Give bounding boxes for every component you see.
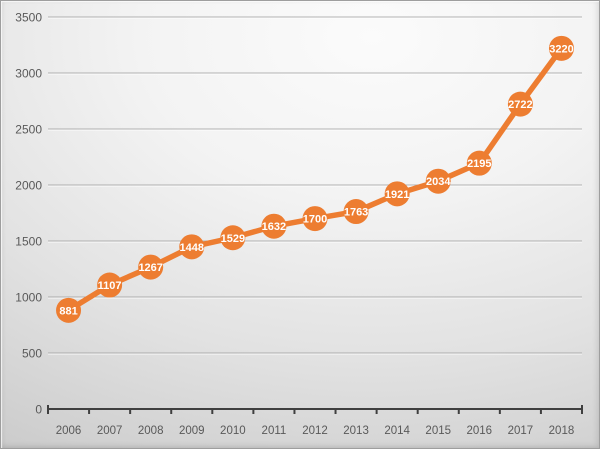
- data-label-2012: 1700: [303, 214, 327, 226]
- y-axis-tick-label: 3000: [15, 67, 42, 81]
- data-label-2017: 2722: [508, 99, 532, 111]
- data-label-2011: 1632: [262, 221, 286, 233]
- x-axis-tick-label: 2006: [56, 425, 82, 437]
- data-label-2009: 1448: [180, 242, 204, 254]
- y-axis-tick-label: 2500: [15, 123, 42, 137]
- x-axis-tick-label: 2010: [220, 425, 246, 437]
- data-point-2009[interactable]: [179, 234, 205, 260]
- x-axis-tick-label: 2014: [384, 425, 410, 437]
- x-axis-tick-label: 2007: [97, 425, 123, 437]
- data-point-2008[interactable]: [138, 254, 164, 280]
- x-axis-tick-label: 2016: [467, 425, 493, 437]
- data-point-2006[interactable]: [56, 297, 82, 323]
- data-label-2006: 881: [59, 305, 77, 317]
- data-label-2007: 1107: [98, 280, 122, 292]
- y-axis-tick-label: 1500: [15, 235, 42, 249]
- data-label-2008: 1267: [138, 262, 162, 274]
- y-axis-tick-label: 1000: [15, 291, 42, 305]
- data-point-2017[interactable]: [507, 91, 533, 117]
- data-point-2018[interactable]: [548, 35, 574, 61]
- data-point-2007[interactable]: [97, 272, 123, 298]
- x-axis-tick-label: 2018: [549, 425, 575, 437]
- data-point-2014[interactable]: [384, 181, 410, 207]
- y-axis-tick-label: 0: [35, 403, 42, 417]
- y-axis-tick-label: 500: [22, 347, 42, 361]
- data-point-2012[interactable]: [302, 206, 328, 232]
- data-point-2015[interactable]: [425, 168, 451, 194]
- data-label-2016: 2195: [467, 158, 491, 170]
- data-label-2015: 2034: [426, 176, 451, 188]
- x-axis-tick-label: 2012: [302, 425, 328, 437]
- x-axis-tick-label: 2009: [179, 425, 205, 437]
- data-point-2011[interactable]: [261, 213, 287, 239]
- data-point-2013[interactable]: [343, 199, 369, 225]
- x-axis-tick-label: 2011: [262, 425, 287, 437]
- data-point-2016[interactable]: [466, 150, 492, 176]
- data-label-2014: 1921: [385, 189, 409, 201]
- data-label-2018: 3220: [549, 43, 573, 55]
- x-axis-tick-label: 2013: [343, 425, 369, 437]
- x-axis-tick-label: 2017: [508, 425, 534, 437]
- data-label-2013: 1763: [344, 207, 368, 219]
- y-axis-tick-label: 3500: [15, 11, 42, 25]
- x-axis-tick-label: 2015: [425, 425, 451, 437]
- data-label-2010: 1529: [221, 233, 245, 245]
- y-axis-tick-label: 2000: [15, 179, 42, 193]
- data-point-2010[interactable]: [220, 225, 246, 251]
- x-axis-tick-label: 2008: [138, 425, 164, 437]
